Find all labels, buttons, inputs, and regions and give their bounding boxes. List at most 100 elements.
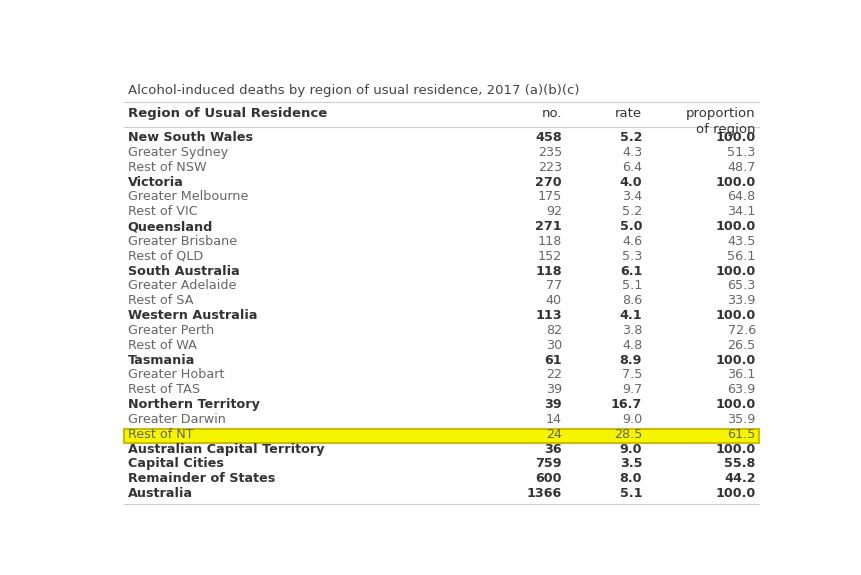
Text: 118: 118 [535, 264, 561, 278]
Text: 4.0: 4.0 [619, 175, 641, 189]
Text: 48.7: 48.7 [727, 161, 755, 174]
Text: 100.0: 100.0 [715, 354, 755, 367]
Text: 39: 39 [543, 398, 561, 411]
Text: Greater Melbourne: Greater Melbourne [127, 190, 248, 204]
Text: Australia: Australia [127, 487, 193, 500]
Text: 4.8: 4.8 [622, 339, 641, 352]
Text: Greater Brisbane: Greater Brisbane [127, 235, 237, 248]
Text: Northern Territory: Northern Territory [127, 398, 259, 411]
Text: rate: rate [615, 106, 641, 120]
Text: 55.8: 55.8 [723, 458, 755, 470]
FancyBboxPatch shape [124, 428, 759, 443]
Text: 28.5: 28.5 [613, 428, 641, 441]
Text: Remainder of States: Remainder of States [127, 472, 275, 485]
Text: 9.7: 9.7 [622, 384, 641, 396]
Text: 100.0: 100.0 [715, 487, 755, 500]
Text: 600: 600 [535, 472, 561, 485]
Text: 6.4: 6.4 [622, 161, 641, 174]
Text: 33.9: 33.9 [727, 294, 755, 307]
Text: 43.5: 43.5 [727, 235, 755, 248]
Text: Greater Darwin: Greater Darwin [127, 413, 226, 426]
Text: 35.9: 35.9 [727, 413, 755, 426]
Text: 5.0: 5.0 [619, 220, 641, 233]
Text: Australian Capital Territory: Australian Capital Territory [127, 443, 324, 455]
Text: South Australia: South Australia [127, 264, 239, 278]
Text: 100.0: 100.0 [715, 264, 755, 278]
Text: Rest of NSW: Rest of NSW [127, 161, 206, 174]
Text: 36.1: 36.1 [727, 369, 755, 381]
Text: proportion
of region: proportion of region [685, 106, 755, 136]
Text: 118: 118 [537, 235, 561, 248]
Text: 152: 152 [537, 250, 561, 263]
Text: 100.0: 100.0 [715, 309, 755, 322]
Text: 34.1: 34.1 [727, 205, 755, 218]
Text: 100.0: 100.0 [715, 220, 755, 233]
Text: 77: 77 [545, 279, 561, 293]
Text: 16.7: 16.7 [610, 398, 641, 411]
Text: 4.1: 4.1 [619, 309, 641, 322]
Text: 9.0: 9.0 [622, 413, 641, 426]
Text: 759: 759 [535, 458, 561, 470]
Text: 5.1: 5.1 [619, 487, 641, 500]
Text: 100.0: 100.0 [715, 175, 755, 189]
Text: 3.5: 3.5 [619, 458, 641, 470]
Text: 100.0: 100.0 [715, 398, 755, 411]
Text: Region of Usual Residence: Region of Usual Residence [127, 106, 326, 120]
Text: Rest of TAS: Rest of TAS [127, 384, 200, 396]
Text: 7.5: 7.5 [621, 369, 641, 381]
Text: 8.9: 8.9 [619, 354, 641, 367]
Text: Alcohol-induced deaths by region of usual residence, 2017 (a)(b)(c): Alcohol-induced deaths by region of usua… [127, 85, 579, 98]
Text: 36: 36 [544, 443, 561, 455]
Text: 270: 270 [535, 175, 561, 189]
Text: 5.2: 5.2 [619, 131, 641, 144]
Text: 5.1: 5.1 [621, 279, 641, 293]
Text: 92: 92 [545, 205, 561, 218]
Text: 4.6: 4.6 [622, 235, 641, 248]
Text: Victoria: Victoria [127, 175, 183, 189]
Text: Rest of SA: Rest of SA [127, 294, 193, 307]
Text: Rest of WA: Rest of WA [127, 339, 196, 352]
Text: 175: 175 [537, 190, 561, 204]
Text: 64.8: 64.8 [727, 190, 755, 204]
Text: 1366: 1366 [526, 487, 561, 500]
Text: New South Wales: New South Wales [127, 131, 252, 144]
Text: 51.3: 51.3 [727, 146, 755, 159]
Text: Rest of VIC: Rest of VIC [127, 205, 197, 218]
Text: 61.5: 61.5 [727, 428, 755, 441]
Text: 6.1: 6.1 [619, 264, 641, 278]
Text: 8.0: 8.0 [619, 472, 641, 485]
Text: 22: 22 [545, 369, 561, 381]
Text: 40: 40 [545, 294, 561, 307]
Text: no.: no. [541, 106, 561, 120]
Text: Tasmania: Tasmania [127, 354, 195, 367]
Text: 3.8: 3.8 [621, 324, 641, 337]
Text: Queensland: Queensland [127, 220, 213, 233]
Text: Rest of QLD: Rest of QLD [127, 250, 203, 263]
Text: Greater Adelaide: Greater Adelaide [127, 279, 236, 293]
Text: 4.3: 4.3 [622, 146, 641, 159]
Text: 8.6: 8.6 [622, 294, 641, 307]
Text: 61: 61 [544, 354, 561, 367]
Text: 5.2: 5.2 [622, 205, 641, 218]
Text: 14: 14 [545, 413, 561, 426]
Text: 5.3: 5.3 [621, 250, 641, 263]
Text: 271: 271 [535, 220, 561, 233]
Text: 24: 24 [545, 428, 561, 441]
Text: Greater Hobart: Greater Hobart [127, 369, 224, 381]
Text: 3.4: 3.4 [622, 190, 641, 204]
Text: Western Australia: Western Australia [127, 309, 257, 322]
Text: Rest of NT: Rest of NT [127, 428, 193, 441]
Text: 39: 39 [545, 384, 561, 396]
Text: 63.9: 63.9 [727, 384, 755, 396]
Text: 9.0: 9.0 [619, 443, 641, 455]
Text: 100.0: 100.0 [715, 131, 755, 144]
Text: 44.2: 44.2 [723, 472, 755, 485]
Text: 30: 30 [545, 339, 561, 352]
Text: 223: 223 [537, 161, 561, 174]
Text: 72.6: 72.6 [727, 324, 755, 337]
Text: Capital Cities: Capital Cities [127, 458, 223, 470]
Text: Greater Sydney: Greater Sydney [127, 146, 227, 159]
Text: 65.3: 65.3 [727, 279, 755, 293]
Text: 56.1: 56.1 [727, 250, 755, 263]
Text: Greater Perth: Greater Perth [127, 324, 214, 337]
